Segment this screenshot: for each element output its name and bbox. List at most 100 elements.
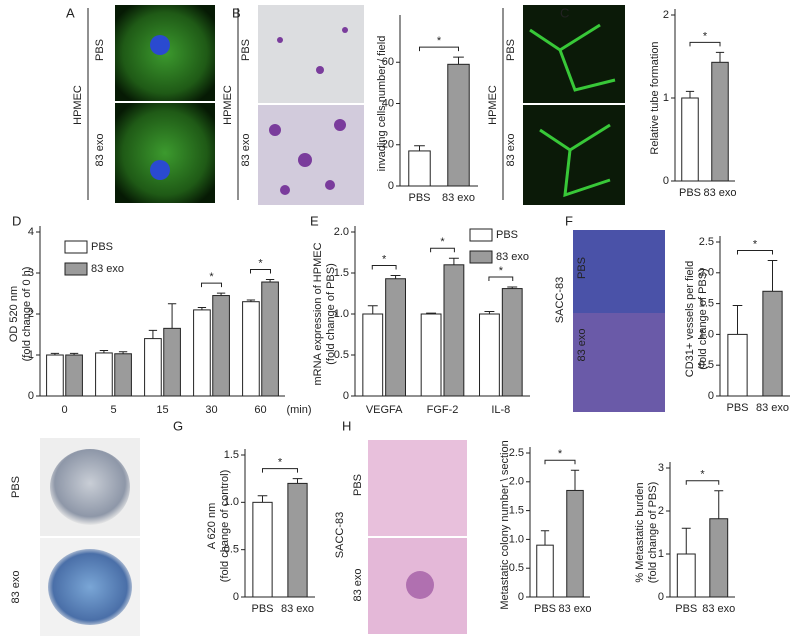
panel-label: H [342, 418, 351, 433]
y-tick-label: 1.0 [334, 308, 349, 320]
significance-bracket [371, 264, 397, 270]
y-tick-label: 1.5 [334, 267, 349, 279]
y-tick-label: 2 [663, 9, 669, 21]
y-tick-label: 3 [658, 462, 664, 474]
group-label: SACC-83 [334, 512, 346, 558]
legend-label: PBS [496, 229, 518, 241]
y-tick-label: 40 [382, 97, 394, 109]
y-tick-label: 1 [28, 349, 34, 361]
bar [420, 313, 442, 397]
nucleus [150, 160, 170, 180]
y-axis-label: % Metastatic burden [634, 482, 646, 582]
bar [385, 278, 406, 397]
row-label: 83 exo [240, 133, 252, 166]
x-tick-label: 83 exo [442, 192, 475, 204]
x-tick-label: 15 [156, 404, 168, 416]
y-axis-label: (fold change of PBS) [697, 268, 709, 370]
bar [479, 313, 500, 397]
x-tick-label: VEGFA [366, 404, 403, 416]
micrograph [573, 313, 665, 412]
bar [408, 150, 431, 187]
x-tick-label: 60 [254, 404, 266, 416]
bar [287, 482, 308, 598]
y-tick-label: 0.5 [224, 544, 239, 556]
lung [50, 449, 130, 525]
x-tick-label: 30 [205, 404, 217, 416]
y-tick-label: 2.0 [509, 476, 524, 488]
bar [709, 518, 729, 598]
error-bar [292, 478, 303, 484]
y-tick-label: 0 [233, 591, 239, 603]
y-tick-label: 60 [382, 56, 394, 68]
row-label: PBS [240, 39, 252, 61]
x-tick-label: 0 [61, 404, 67, 416]
bar [163, 327, 181, 397]
y-tick-label: 0.5 [509, 562, 524, 574]
row-label: PBS [10, 476, 22, 498]
y-axis-label: (fold change of PBS) [325, 263, 337, 365]
x-tick-label: 83 exo [702, 603, 735, 615]
y-tick-label: 1.0 [699, 328, 714, 340]
significance-label: * [700, 469, 705, 481]
error-bar [732, 304, 743, 335]
bar [681, 97, 699, 182]
panel-label: B [232, 5, 241, 20]
bar [65, 354, 83, 397]
error-bar [681, 527, 691, 554]
significance-bracket [488, 276, 514, 281]
x-tick-label: PBS [408, 192, 430, 204]
y-tick-label: 0 [388, 180, 394, 192]
panel-label: C [560, 5, 569, 20]
error-bar [148, 329, 158, 339]
x-tick-label: FGF-2 [427, 404, 459, 416]
micrograph [523, 105, 625, 205]
error-bar [715, 51, 725, 63]
panel-label: A [66, 5, 75, 20]
panel-label: F [565, 213, 573, 228]
error-bar [685, 90, 695, 98]
significance-label: * [440, 236, 445, 248]
error-bar [367, 305, 378, 314]
y-tick-label: 2 [658, 505, 664, 517]
error-bar [257, 495, 268, 503]
y-tick-label: 1 [663, 92, 669, 104]
y-axis-label: Relative tube formation [649, 41, 661, 154]
bar [501, 288, 523, 397]
y-tick-label: 1.5 [699, 298, 714, 310]
x-axis-label: (min) [286, 404, 311, 416]
legend-label: 83 exo [496, 251, 529, 263]
y-tick-label: 1 [658, 548, 664, 560]
bar [566, 489, 584, 598]
y-tick-label: 3 [28, 267, 34, 279]
group-label: HPMEC [222, 85, 234, 125]
significance-label: * [209, 271, 214, 283]
row-label: 83 exo [505, 133, 517, 166]
significance-bracket [430, 247, 455, 253]
y-axis-label: CD31+ vessels per field [684, 261, 696, 377]
bar [711, 61, 729, 182]
panel-label: E [310, 213, 319, 228]
y-tick-label: 1.0 [224, 496, 239, 508]
significance-bracket [544, 459, 576, 465]
significance-bracket [737, 249, 773, 255]
x-tick-label: 83 exo [703, 187, 736, 199]
bar [242, 301, 260, 397]
bar [362, 313, 384, 397]
y-tick-label: 2.5 [699, 236, 714, 248]
error-bar [570, 469, 580, 491]
row-label: 83 exo [352, 568, 364, 601]
error-bar [714, 490, 724, 519]
error-bar [453, 56, 464, 65]
y-axis-label: OD 520 nm [8, 286, 20, 342]
y-tick-label: 0 [708, 390, 714, 402]
y-tick-label: 4 [28, 226, 34, 238]
x-tick-label: 5 [110, 404, 116, 416]
significance-bracket [419, 46, 459, 52]
panel-label: G [173, 418, 183, 433]
row-label: PBS [94, 39, 106, 61]
x-tick-label: 83 exo [558, 603, 591, 615]
bar [193, 309, 211, 397]
bar [443, 264, 465, 397]
y-tick-label: 2 [28, 308, 34, 320]
significance-label: * [258, 257, 263, 269]
